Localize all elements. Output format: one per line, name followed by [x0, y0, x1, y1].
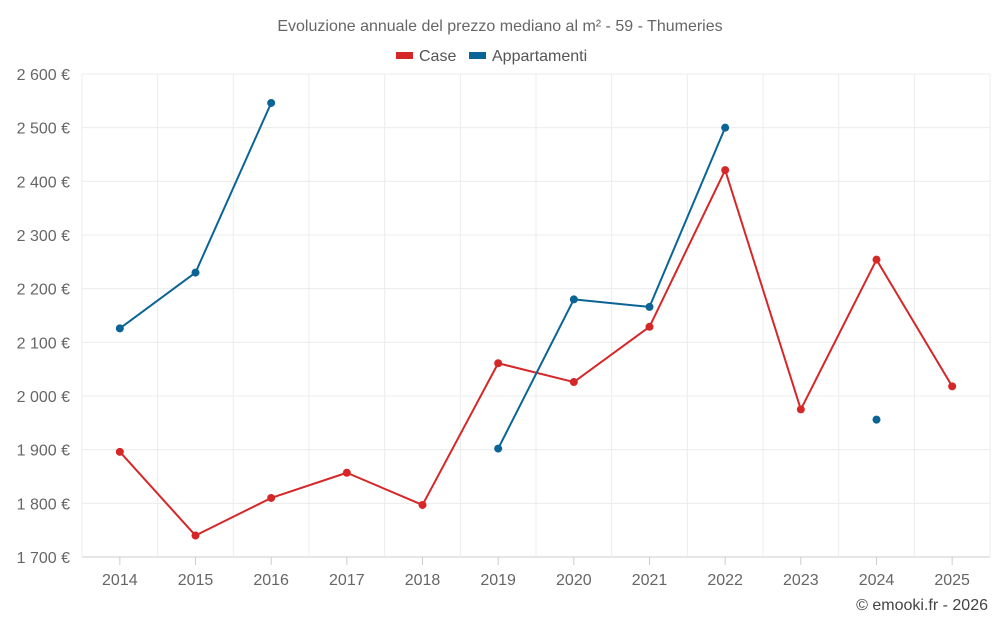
data-point-appartamenti[interactable]: [569, 295, 578, 304]
y-tick-label: 2 600 €: [17, 67, 70, 84]
data-point-case[interactable]: [721, 166, 730, 175]
y-tick-label: 2 100 €: [17, 335, 70, 352]
y-tick-label: 2 200 €: [17, 282, 70, 299]
series-appartamenti: [115, 98, 881, 453]
x-tick-label: 2017: [329, 572, 365, 589]
grid: [81, 73, 991, 558]
series-line-appartamenti: [497, 127, 727, 450]
data-point-case[interactable]: [342, 468, 351, 477]
y-tick-label: 2 000 €: [17, 389, 70, 406]
data-point-case[interactable]: [569, 378, 578, 387]
data-point-case[interactable]: [267, 493, 276, 502]
data-point-appartamenti[interactable]: [494, 444, 503, 453]
legend-swatch-case: [396, 52, 413, 59]
data-point-case[interactable]: [948, 382, 957, 391]
x-tick-label: 2020: [556, 572, 592, 589]
data-point-case[interactable]: [115, 447, 124, 456]
x-tick-label: 2019: [480, 572, 516, 589]
legend-item-case[interactable]: Case: [396, 48, 456, 65]
legend-swatch-appartamenti: [469, 52, 486, 59]
x-tick-label: 2024: [859, 572, 895, 589]
data-point-case[interactable]: [191, 531, 200, 540]
data-point-case[interactable]: [872, 255, 881, 264]
chart-title: Evoluzione annuale del prezzo mediano al…: [277, 18, 722, 35]
x-tick-label: 2015: [178, 572, 214, 589]
data-point-appartamenti[interactable]: [872, 415, 881, 424]
series-layer: [115, 98, 957, 540]
y-tick-label: 1 800 €: [17, 496, 70, 513]
data-point-appartamenti[interactable]: [267, 98, 276, 107]
legend-item-appartamenti[interactable]: Appartamenti: [469, 48, 587, 65]
y-tick-label: 1 900 €: [17, 443, 70, 460]
data-point-appartamenti[interactable]: [645, 302, 654, 311]
x-axis: 2014 2015 2016 2017 2018 2019 2020 2021 2022 2023…: [102, 557, 970, 589]
x-tick-label: 2021: [632, 572, 668, 589]
series-line-appartamenti: [119, 102, 273, 330]
y-axis: 1 700 € 1 800 € 1 900 € 2 000 € 2 100 € 2 200…: [17, 67, 70, 567]
credit: © emooki.fr - 2026: [856, 597, 988, 614]
x-tick-label: 2014: [102, 572, 138, 589]
y-tick-label: 2 400 €: [17, 174, 70, 191]
data-point-case[interactable]: [418, 500, 427, 509]
data-point-case[interactable]: [796, 405, 805, 414]
y-tick-label: 2 300 €: [17, 228, 70, 245]
data-point-appartamenti[interactable]: [191, 268, 200, 277]
data-point-appartamenti[interactable]: [721, 123, 730, 132]
x-tick-label: 2023: [783, 572, 819, 589]
legend-label-case: Case: [419, 48, 456, 65]
x-tick-label: 2025: [934, 572, 970, 589]
y-tick-label: 2 500 €: [17, 121, 70, 138]
x-tick-label: 2016: [253, 572, 289, 589]
x-tick-label: 2022: [707, 572, 743, 589]
legend-label-appartamenti: Appartamenti: [492, 48, 587, 65]
data-point-case[interactable]: [645, 322, 654, 331]
x-tick-label: 2018: [405, 572, 441, 589]
data-point-case[interactable]: [494, 359, 503, 368]
y-tick-label: 1 700 €: [17, 550, 70, 567]
legend: Case Appartamenti: [396, 48, 587, 65]
data-point-appartamenti[interactable]: [115, 324, 124, 333]
